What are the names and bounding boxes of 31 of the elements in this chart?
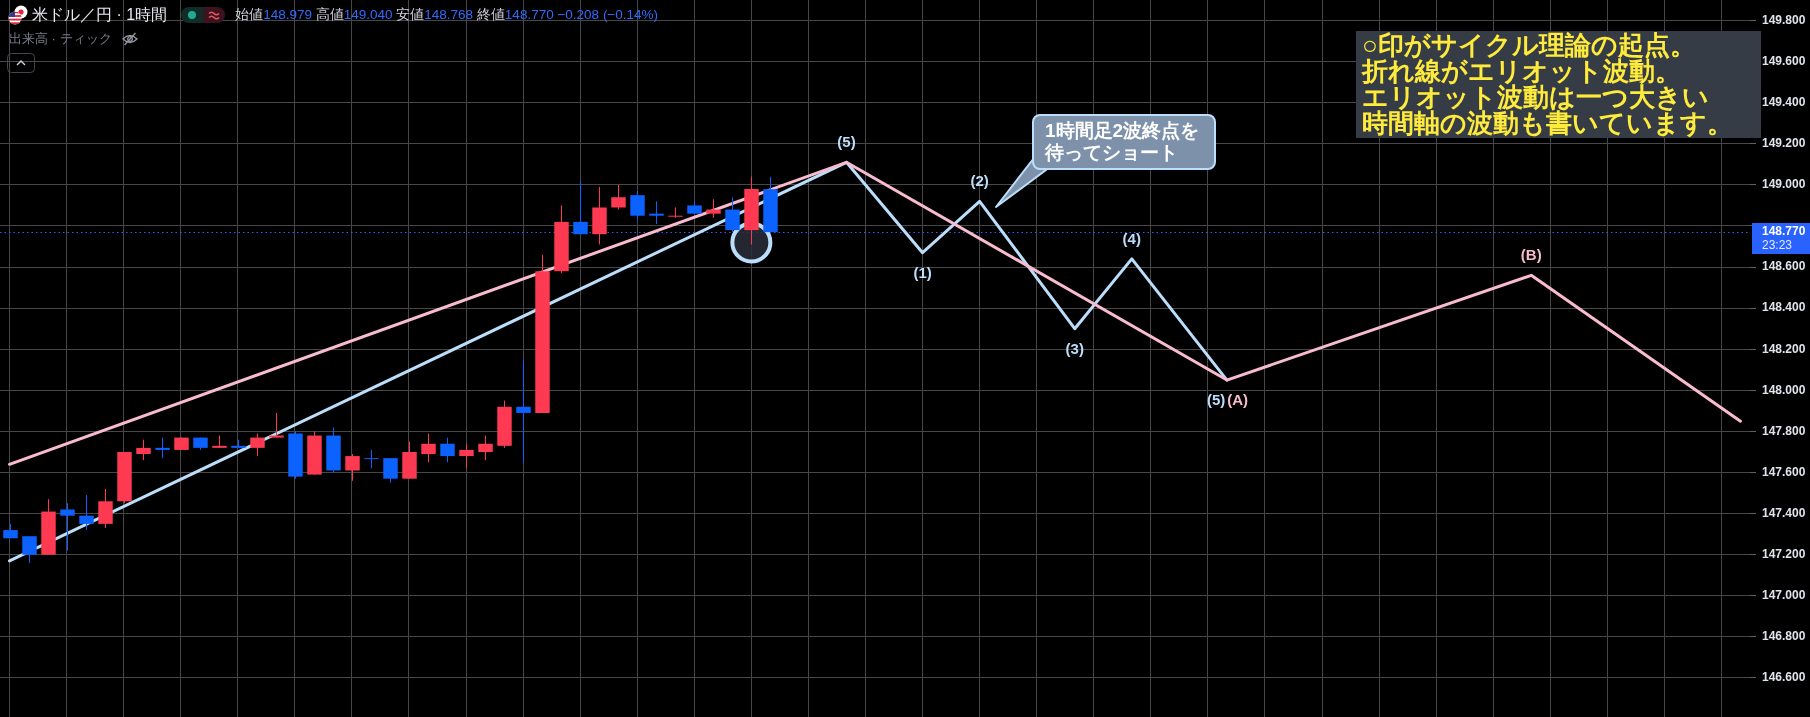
y-tick-label: 148.400 xyxy=(1762,300,1806,315)
y-tick-label: 149.800 xyxy=(1762,12,1806,27)
annotation: (4) xyxy=(1122,230,1141,247)
annotation: 1時間足2波終点を待ってショート xyxy=(1045,120,1201,164)
annotation: (B) xyxy=(1520,246,1542,264)
ref-line-label: 148.770 xyxy=(1762,224,1806,239)
y-tick-label: 147.600 xyxy=(1762,464,1806,479)
annotation: (5) xyxy=(837,133,856,151)
annotation: ○印がサイクル理論の起点。折れ線がエリオット波動。エリオット波動は一つ大きい時間軸の波動も書いています。 xyxy=(1362,30,1733,138)
text: 始値148.979 高値149.040 安値148.768 終値148.770 −0.208 (−0.14%) xyxy=(235,7,659,22)
text: 23:23 xyxy=(1762,238,1793,253)
y-tick-label: 149.600 xyxy=(1762,53,1806,68)
y-tick-label: 146.600 xyxy=(1762,670,1806,685)
y-tick-label: 148.000 xyxy=(1762,382,1806,397)
annotation: 出来高 · ティック xyxy=(9,30,112,48)
y-tick-label: 146.800 xyxy=(1762,629,1806,644)
y-tick-label: 147.000 xyxy=(1762,588,1806,603)
y-tick-label: 147.400 xyxy=(1762,505,1806,520)
y-tick-label: 147.800 xyxy=(1762,423,1806,438)
annotation: (2) xyxy=(970,172,989,190)
annotation: (A) xyxy=(1227,391,1249,409)
annotation: (1) xyxy=(913,263,932,281)
chart-title: 米ドル／円 · 1時間 xyxy=(32,4,168,25)
y-tick-label: 147.200 xyxy=(1762,547,1806,562)
y-tick-label: 149.200 xyxy=(1762,136,1806,151)
y-tick-label: 148.200 xyxy=(1762,341,1806,356)
y-tick-label: 148.600 xyxy=(1762,259,1806,274)
annotation: (5) xyxy=(1206,391,1226,409)
y-tick-label: 149.400 xyxy=(1762,95,1806,110)
annotation: (3) xyxy=(1065,339,1084,357)
y-tick-label: 149.000 xyxy=(1762,177,1806,192)
